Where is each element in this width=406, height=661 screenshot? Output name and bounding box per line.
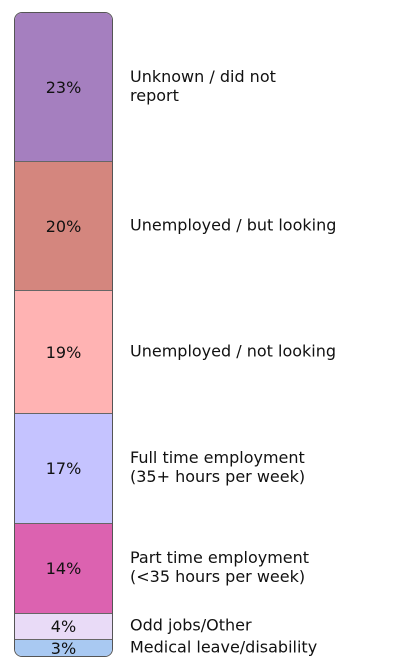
bar-segment: 3% (15, 638, 112, 657)
value-label: 3% (50, 639, 77, 657)
bar-segment: 4% (15, 612, 112, 639)
value-label: 4% (50, 616, 77, 636)
value-label: 20% (45, 216, 82, 236)
bar-segment: 14% (15, 522, 112, 613)
stacked-bar: 23% 20% 19% 17% 14% 4% 3% (14, 12, 113, 657)
category-label: Unemployed / not looking (130, 341, 337, 361)
bar-segment: 20% (15, 161, 112, 291)
value-label: 17% (45, 458, 82, 478)
category-label: Odd jobs/Other (130, 615, 252, 635)
bar-segment: 19% (15, 290, 112, 413)
value-label: 19% (45, 342, 82, 362)
bar-segment: 23% (15, 13, 112, 162)
bar-segment: 17% (15, 412, 112, 523)
value-label: 14% (45, 558, 82, 578)
category-label: Medical leave/disability (130, 637, 318, 657)
category-label: Unemployed / but looking (130, 215, 337, 235)
value-label: 23% (45, 77, 82, 97)
category-label: Unknown / did not report (130, 67, 276, 106)
category-label: Part time employment (<35 hours per week… (130, 547, 310, 586)
category-label: Full time employment (35+ hours per week… (130, 447, 306, 486)
